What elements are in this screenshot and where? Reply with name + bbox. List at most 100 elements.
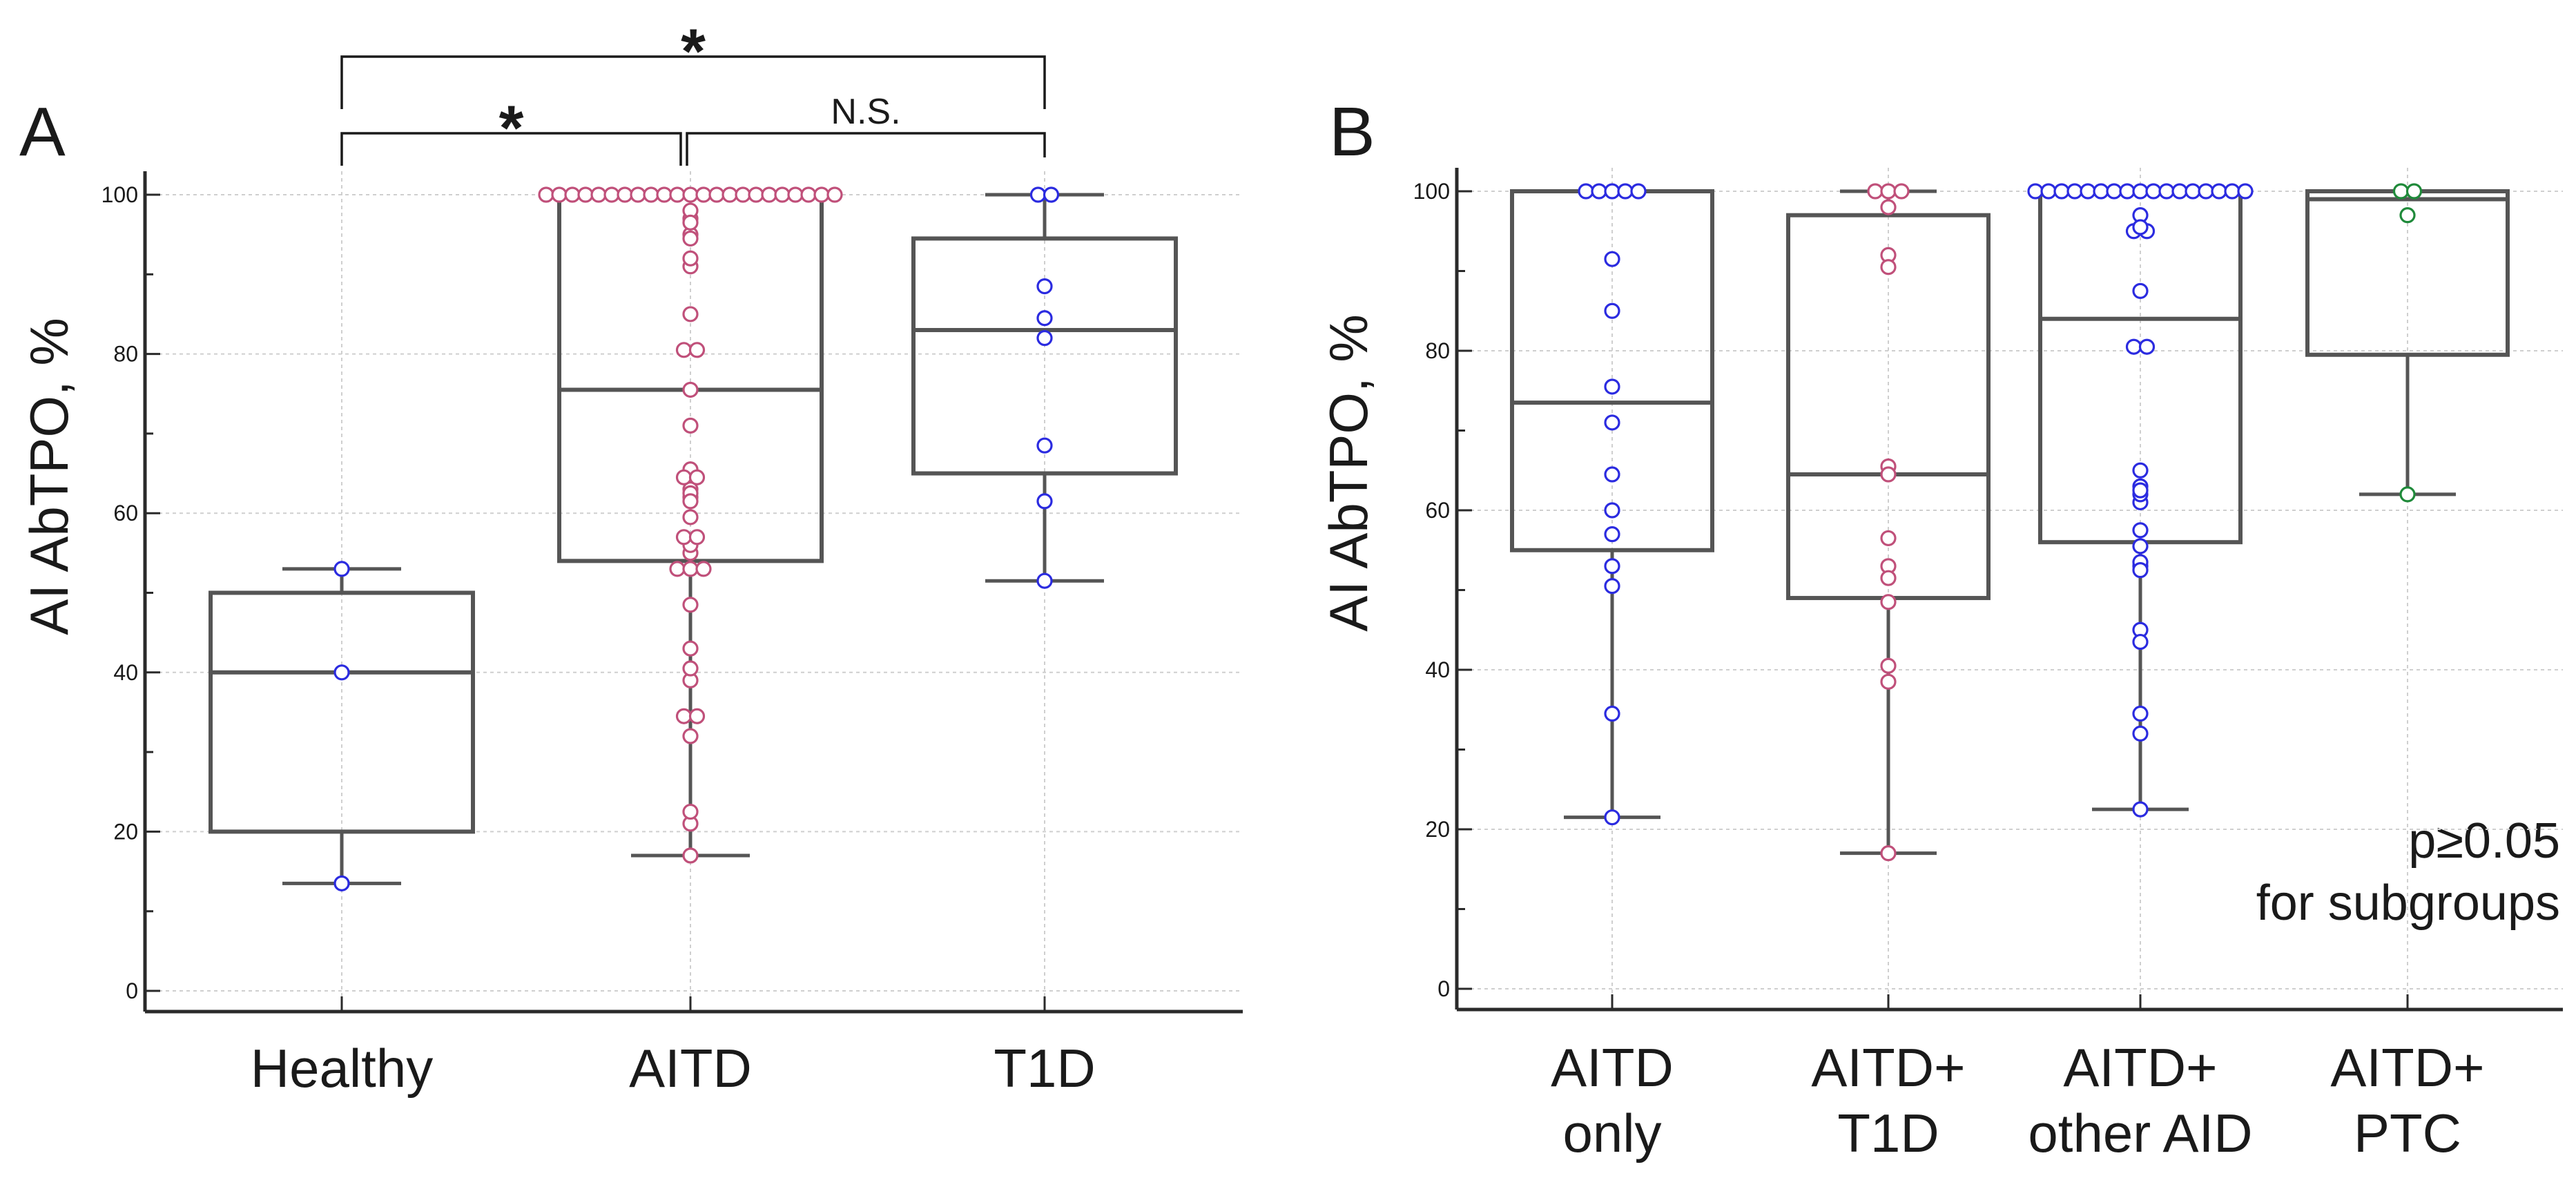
panel-b-box-aitd-t1d-point <box>1880 673 1897 690</box>
panel-a-box-aitd-point <box>813 186 830 203</box>
panel-a-box-aitd-point <box>787 186 804 203</box>
panel-b-box-aitd-t1d-xlabel: T1D <box>1837 1103 1939 1163</box>
panel-a-box-healthy-iqr <box>209 590 475 834</box>
panel-b-box-aitd-only-point <box>1604 378 1620 395</box>
panel-b-box-aitd-other-aid-point <box>2237 183 2254 200</box>
panel-b-annotation-line1: p≥0.05 <box>2408 813 2560 869</box>
panel-a-box-aitd-point <box>688 342 706 358</box>
panel-a-sig-label: * <box>681 17 706 87</box>
panel-b-box-aitd-ptc-xlabel: PTC <box>2354 1103 2461 1163</box>
panel-a-box-aitd-point <box>800 186 817 203</box>
panel-b-box-aitd-other-aid-point <box>2132 705 2149 722</box>
panel-b-box-aitd-ptc-xlabel: AITD+ <box>2330 1037 2484 1098</box>
panel-b-box-aitd-other-aid-point <box>2224 183 2240 200</box>
panel-b-box-aitd-t1d-point <box>1880 466 1897 483</box>
panel-a-box-aitd-point <box>695 186 712 203</box>
panel-b-box-aitd-only-point <box>1604 414 1620 431</box>
panel-a-box-aitd-point <box>675 708 693 724</box>
panel-a-sig-bracket <box>340 55 1046 109</box>
panel-a-box-aitd-point <box>688 469 706 485</box>
panel-a-box-aitd-point <box>551 186 568 203</box>
panel-b-ytick-label: 20 <box>1425 817 1450 842</box>
panel-b-box-aitd-other-aid-point <box>2198 183 2214 200</box>
panel-b-box-aitd-other-aid-point <box>2053 183 2070 200</box>
panel-b-box-aitd-only-point <box>1604 526 1620 543</box>
panel-a-box-aitd-point <box>682 640 699 657</box>
panel-b-box-aitd-other-aid-point <box>2185 183 2201 200</box>
panel-b-box-aitd-other-aid-point <box>2125 338 2142 355</box>
panel-b-box-aitd-other-aid-point <box>2132 725 2149 742</box>
panel-a-box-aitd-point <box>682 847 699 864</box>
panel-a-box-aitd-point <box>682 250 699 267</box>
panel-a-box-t1d-point <box>1043 186 1060 203</box>
panel-a-box-aitd-point <box>748 186 764 203</box>
panel-b-box-aitd-other-aid-point <box>2211 183 2227 200</box>
panel-b-box-aitd-other-aid-point <box>2066 183 2083 200</box>
panel-a-sig-bracket <box>686 132 1046 166</box>
panel-b-ytick-label: 0 <box>1437 976 1450 1001</box>
panel-b-box-aitd-other-aid-point <box>2132 282 2149 299</box>
panel-a-plot: 0 20 40 60 80 100 Healthy AITD T1D * * N.S. <box>101 17 1243 1099</box>
panel-a-ytick-label: 60 <box>113 501 138 525</box>
panel-b-ytick-label: 80 <box>1425 338 1450 363</box>
panel-b-box-aitd-only-point <box>1604 578 1620 595</box>
panel-a-box-aitd-point <box>617 186 633 203</box>
panel-a-box-aitd-point <box>682 230 699 247</box>
panel-a-sig-label: * <box>499 93 524 164</box>
panel-a-box-aitd-point <box>630 186 646 203</box>
panel-b-box-aitd-t1d-point <box>1880 594 1897 610</box>
panel-a-box-aitd-point <box>675 469 693 485</box>
panel-b-box-aitd-ptc-point <box>2399 207 2416 224</box>
panel-a-box-t1d-point <box>1036 572 1053 589</box>
panel-a-box-healthy-point <box>333 664 350 681</box>
panel-b-box-aitd-ptc-point <box>2405 183 2423 200</box>
panel-b-box-aitd-other-aid-point <box>2132 538 2149 554</box>
panel-a-box-aitd-point <box>682 214 699 231</box>
panel-b-letter: B <box>1329 93 1375 171</box>
panel-a-box-aitd-point <box>669 561 686 577</box>
panel-b-box-aitd-only-point <box>1630 183 1647 200</box>
panel-b-box-aitd-t1d-point <box>1880 657 1897 674</box>
panel-a-box-aitd-point <box>538 186 554 203</box>
panel-b-box-aitd-only-point <box>1604 558 1620 574</box>
panel-b-ytick-label: 60 <box>1425 498 1450 523</box>
panel-b-box-aitd-t1d-point <box>1880 183 1897 200</box>
panel-a-box-aitd-point <box>590 186 607 203</box>
panel-a-box-aitd-point <box>682 417 699 434</box>
panel-a-box-healthy-xlabel: Healthy <box>251 1038 433 1099</box>
panel-a-box-aitd-point <box>603 186 620 203</box>
panel-b-box-aitd-only-point <box>1604 183 1620 200</box>
panel-b-box-aitd-other-aid-point <box>2132 219 2149 235</box>
panel-b-ytick-label: 100 <box>1413 179 1450 204</box>
panel-b-box-aitd-other-aid-xlabel: other AID <box>2028 1103 2252 1163</box>
panel-a-box-t1d-point <box>1029 186 1047 203</box>
panel-b-box-aitd-other-aid-point <box>2027 183 2044 200</box>
panel-b-box-aitd-only-point <box>1604 705 1620 722</box>
panel-b-box-aitd-ptc-point <box>2399 486 2416 503</box>
panel-b-box-aitd-only-xlabel: only <box>1562 1103 1661 1163</box>
panel-a-ytick-label: 40 <box>113 660 138 685</box>
panel-b-box-aitd-only-point <box>1604 809 1620 826</box>
panel-b-box-aitd-other-aid-xlabel: AITD+ <box>2063 1037 2217 1098</box>
panel-b-box-aitd-only-point <box>1578 183 1594 200</box>
panel-b-box-aitd-t1d-point <box>1880 570 1897 586</box>
panel-a-box-aitd-point <box>682 381 699 398</box>
panel-b-box-aitd-other-aid-point <box>2093 183 2109 200</box>
panel-b-box-aitd-only-xlabel: AITD <box>1551 1037 1674 1098</box>
panel-a-box-aitd-point <box>675 529 693 545</box>
panel-b-ylabel: AI AbTPO, % <box>1318 314 1379 632</box>
panel-a-letter: A <box>19 93 66 171</box>
panel-b-box-aitd-other-aid-point <box>2171 183 2188 200</box>
panel-b-box-aitd-t1d-point <box>1880 259 1897 276</box>
panel-a-box-t1d-point <box>1036 493 1053 510</box>
panel-a-sig-bracket <box>340 132 682 166</box>
panel-b-box-aitd-only-point <box>1591 183 1607 200</box>
panel-a-ytick-label: 100 <box>101 182 138 207</box>
panel-b-box-aitd-other-aid-point <box>2132 462 2149 479</box>
panel-b-box-aitd-t1d-point <box>1880 530 1897 547</box>
panel-b-box-aitd-only-point <box>1604 302 1620 319</box>
panel-a-box-aitd-point <box>675 342 693 358</box>
panel-b-box-aitd-other-aid-point <box>2040 183 2057 200</box>
panel-b-box-aitd-other-aid-point <box>2132 562 2149 579</box>
